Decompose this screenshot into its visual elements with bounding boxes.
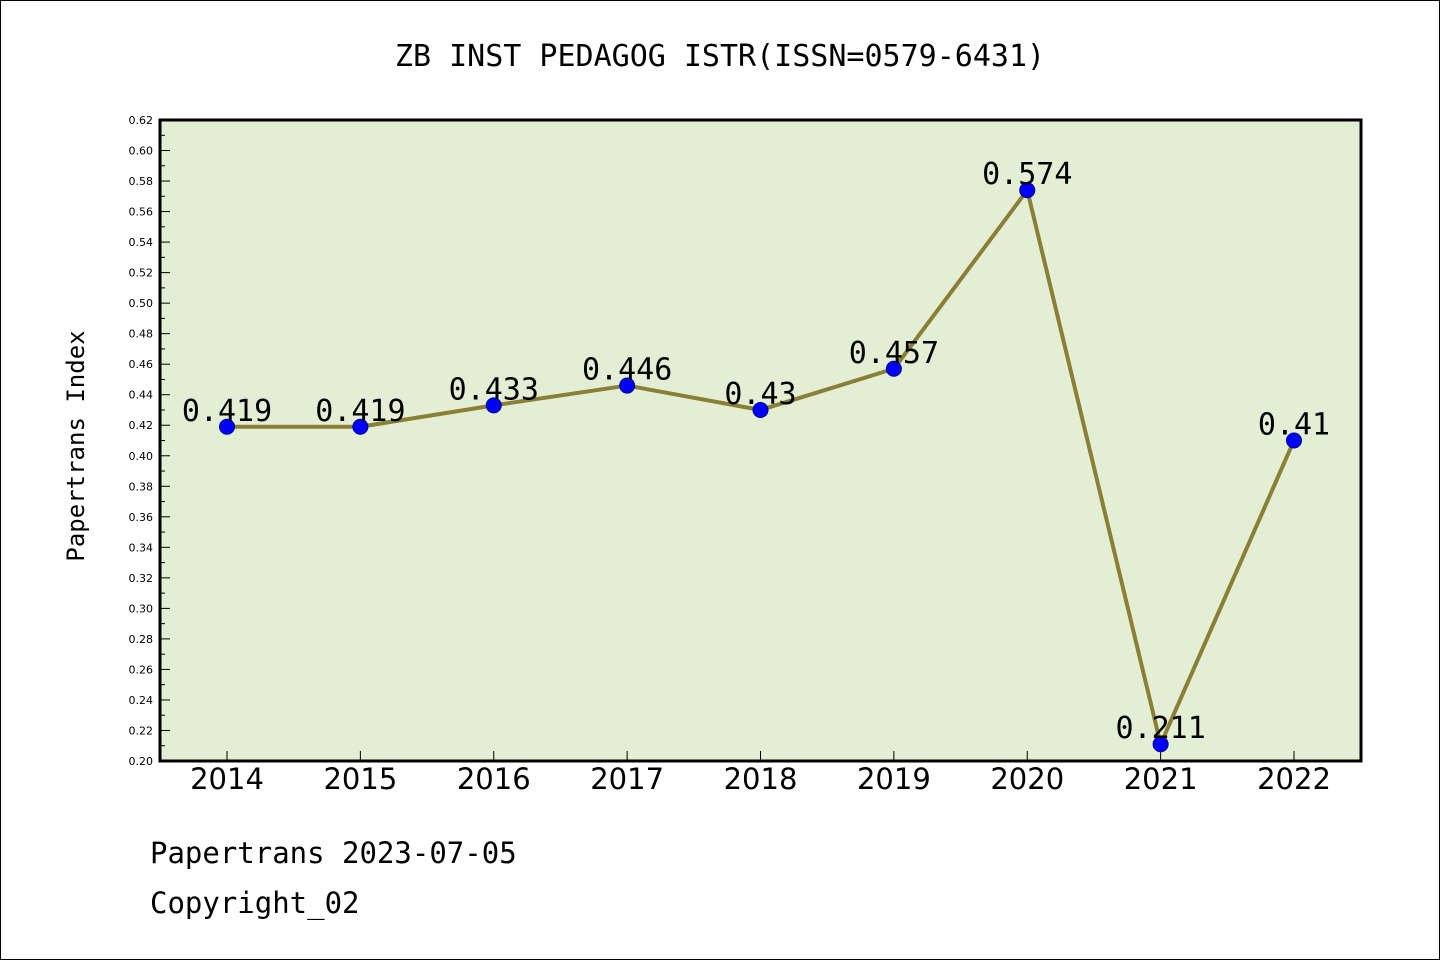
x-tick-label: 2014 — [190, 762, 264, 796]
y-tick-label: 0.62 — [129, 114, 154, 127]
y-tick-label: 0.38 — [129, 480, 154, 493]
data-label: 0.211 — [1115, 711, 1205, 746]
x-tick-label: 2015 — [323, 762, 397, 796]
y-tick-label: 0.60 — [129, 145, 154, 158]
y-tick-label: 0.28 — [129, 633, 154, 646]
footer-copyright: Copyright_02 — [150, 886, 360, 920]
y-tick-label: 0.42 — [129, 419, 154, 432]
data-label: 0.419 — [315, 394, 405, 429]
y-axis: 0.20 0.22 0.24 0.26 0.28 0.30 0.32 0.34 0.36 0.38… — [129, 114, 170, 768]
chart-title: ZB INST PEDAGOG ISTR(ISSN=0579-6431) — [395, 39, 1045, 74]
plot-area — [158, 118, 1363, 763]
data-point — [619, 377, 636, 394]
x-axis: 2014 2015 2016 2017 2018 2019 2020 2021 2022 — [190, 751, 1331, 796]
series-layer — [219, 182, 1302, 753]
y-tick-label: 0.58 — [129, 175, 154, 188]
data-labels: 0.419 0.419 0.433 0.446 0.43 0.457 0.574 0.211 0… — [182, 157, 1330, 746]
x-tick-label: 2018 — [724, 762, 798, 796]
y-tick-label: 0.22 — [129, 724, 154, 737]
y-tick-label: 0.52 — [129, 267, 154, 280]
y-tick-label: 0.54 — [129, 236, 154, 249]
data-point — [1286, 432, 1302, 449]
x-tick-label: 2022 — [1257, 762, 1331, 796]
data-label: 0.433 — [449, 372, 539, 407]
data-label: 0.446 — [582, 353, 672, 388]
data-point — [485, 397, 502, 414]
data-label: 0.457 — [849, 336, 939, 371]
y-tick-label: 0.30 — [129, 602, 154, 615]
footer-date: Papertrans 2023-07-05 — [150, 836, 517, 870]
data-label: 0.419 — [182, 394, 272, 429]
y-tick-label: 0.48 — [129, 328, 154, 341]
data-point — [352, 418, 369, 435]
data-label: 0.574 — [982, 157, 1072, 192]
y-tick-label: 0.40 — [129, 450, 154, 463]
y-tick-label: 0.56 — [129, 206, 154, 219]
y-tick-label: 0.32 — [129, 572, 154, 585]
data-point — [885, 360, 902, 377]
data-label: 0.41 — [1258, 408, 1330, 443]
x-tick-label: 2017 — [590, 762, 664, 796]
data-point — [1019, 182, 1036, 199]
x-tick-label: 2020 — [990, 762, 1064, 796]
y-tick-label: 0.34 — [129, 541, 154, 554]
data-point — [752, 401, 769, 418]
y-axis-label: Papertrans Index — [62, 330, 90, 561]
data-point — [1152, 736, 1169, 753]
y-tick-label: 0.46 — [129, 358, 154, 371]
x-tick-label: 2021 — [1124, 762, 1198, 796]
data-label: 0.43 — [724, 377, 796, 412]
y-tick-label: 0.50 — [129, 297, 154, 310]
y-tick-label: 0.24 — [129, 694, 154, 707]
y-tick-label: 0.36 — [129, 511, 154, 524]
data-point — [219, 418, 235, 435]
y-tick-label: 0.20 — [129, 755, 154, 768]
x-tick-label: 2019 — [857, 762, 931, 796]
y-tick-label: 0.44 — [129, 389, 154, 402]
y-tick-label: 0.26 — [129, 663, 154, 676]
x-tick-label: 2016 — [457, 762, 531, 796]
